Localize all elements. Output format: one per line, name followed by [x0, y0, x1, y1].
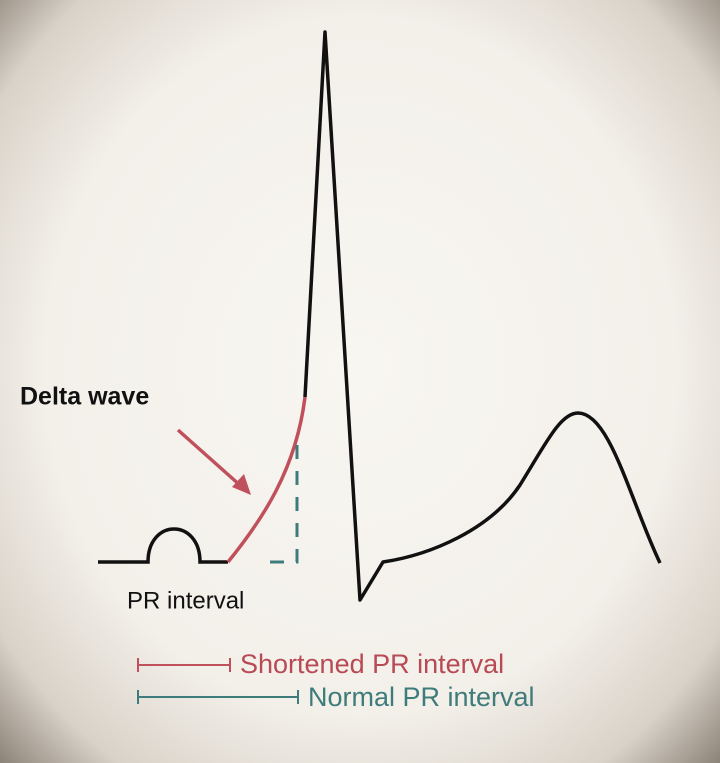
- p-wave: [98, 527, 228, 564]
- pr-interval-label: PR interval: [127, 587, 244, 614]
- arrow-head: [232, 474, 251, 495]
- delta-wave: [226, 396, 307, 564]
- legend-normal-text: Normal PR interval: [308, 682, 535, 712]
- normal-pr-dashed: [270, 440, 299, 564]
- arrow-shaft: [176, 428, 244, 489]
- qrs-t-wave: [303, 30, 662, 602]
- delta-wave-label: Delta wave: [20, 383, 149, 411]
- legend-normal-line: [137, 690, 299, 704]
- legend-shortened-text: Shortened PR interval: [240, 649, 504, 679]
- legend-shortened-line: [137, 658, 231, 672]
